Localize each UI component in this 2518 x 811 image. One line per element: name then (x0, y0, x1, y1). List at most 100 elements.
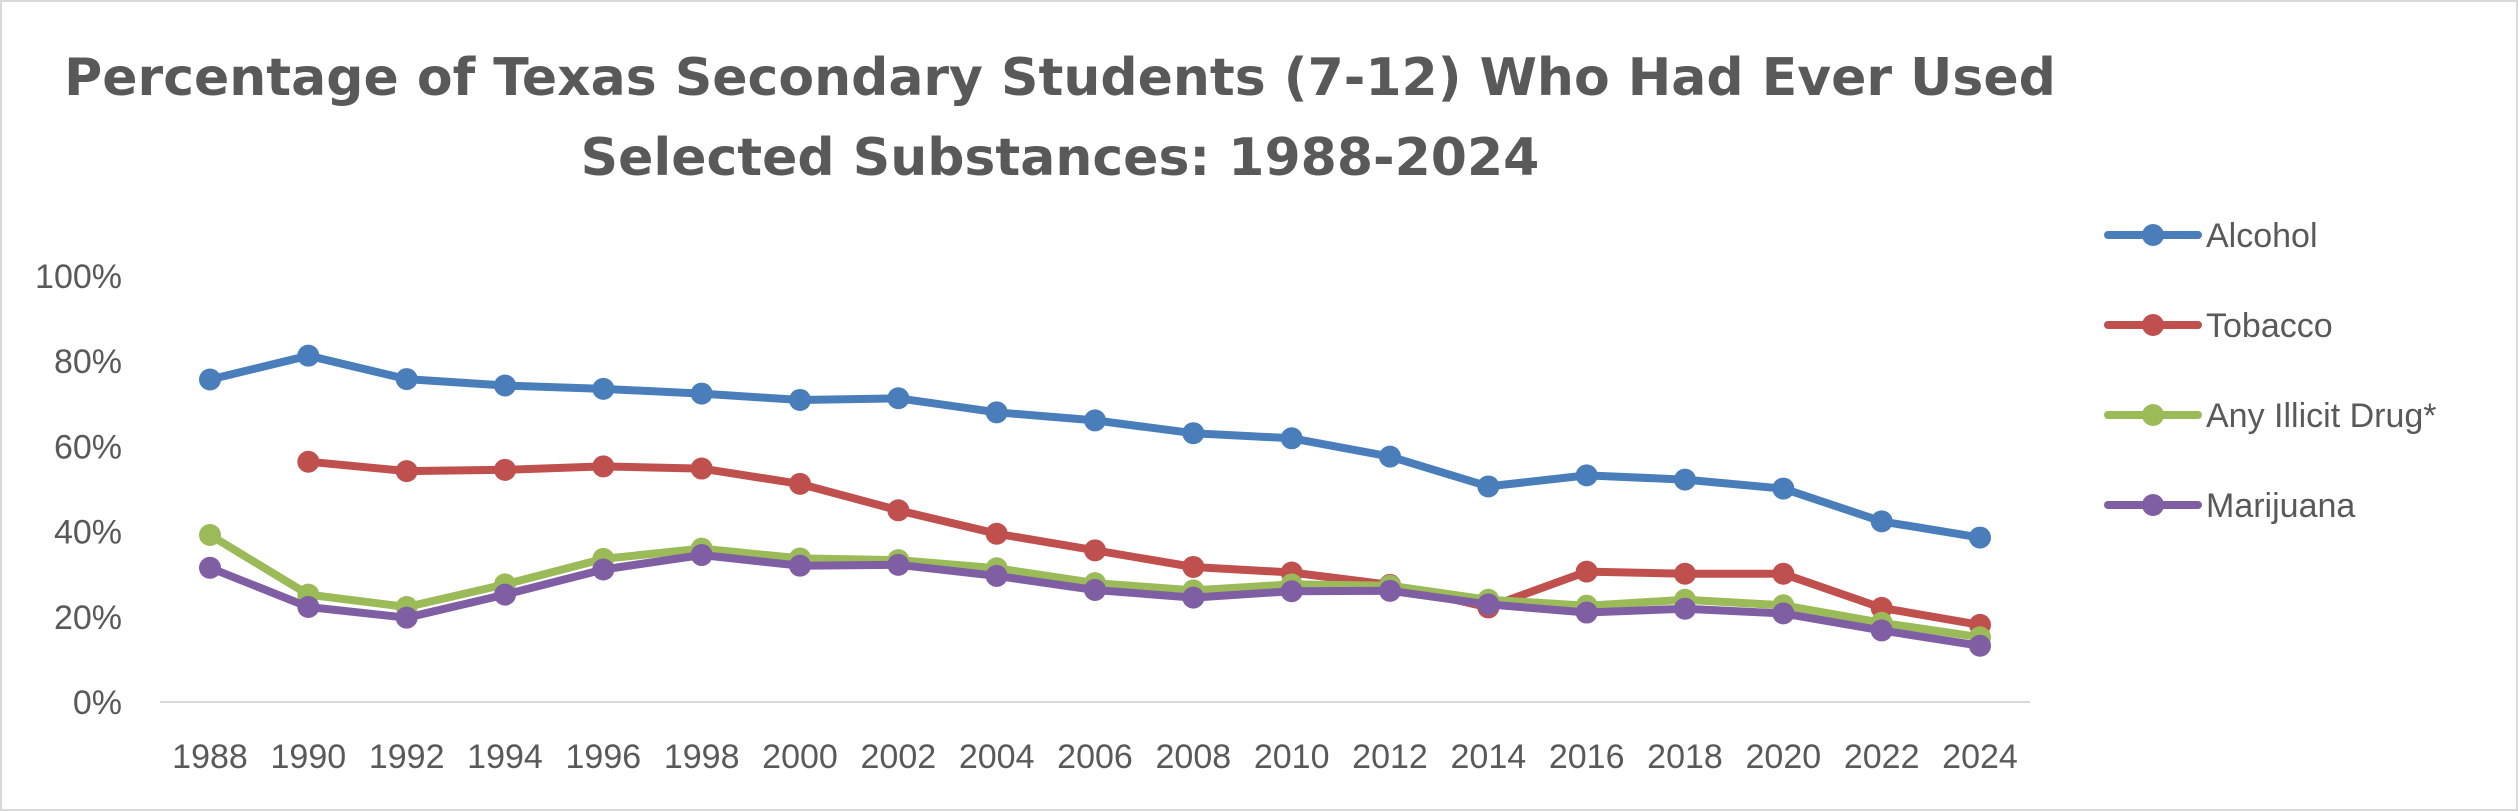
data-point (887, 499, 910, 522)
data-point (690, 382, 713, 405)
data-point (1084, 539, 1106, 562)
data-point (1379, 445, 1401, 468)
data-point (1969, 634, 1991, 657)
data-point (1674, 468, 1696, 491)
data-point (1772, 562, 1795, 585)
data-point (592, 377, 615, 400)
chart-title: Percentage of Texas Secondary Students (… (0, 38, 2120, 198)
data-point (1870, 619, 1893, 642)
chart-series (199, 344, 1991, 657)
y-tick-label: 20% (54, 599, 122, 637)
x-tick-label: 2020 (1746, 738, 1822, 776)
y-tick-label: 40% (54, 514, 122, 552)
data-point (1772, 477, 1795, 500)
data-point (1182, 555, 1205, 578)
legend-item: Tobacco (2104, 307, 2333, 345)
data-point (1674, 562, 1696, 585)
x-tick-label: 2000 (762, 738, 838, 776)
legend-label: Alcohol (2206, 217, 2318, 255)
data-point (592, 455, 615, 478)
x-tick-label: 2024 (1942, 738, 2018, 776)
legend-marker (2142, 224, 2164, 246)
data-point (985, 522, 1008, 545)
x-tick-label: 2022 (1844, 738, 1920, 776)
data-point (690, 544, 713, 567)
legend-marker (2142, 404, 2164, 426)
legend-item: Marijuana (2104, 487, 2355, 525)
series-alcohol (199, 344, 1991, 549)
data-point (395, 368, 418, 391)
data-point (887, 553, 910, 576)
legend-label: Any Illicit Drug* (2206, 397, 2437, 435)
x-tick-label: 2012 (1352, 738, 1428, 776)
series-line (206, 351, 1984, 542)
data-point (1084, 409, 1106, 432)
legend-item: Alcohol (2104, 217, 2318, 255)
x-tick-label: 2016 (1549, 738, 1625, 776)
data-point (297, 450, 320, 473)
data-point (1674, 597, 1696, 620)
data-point (789, 554, 811, 577)
x-tick-label: 1992 (369, 738, 445, 776)
data-point (1772, 602, 1795, 625)
data-point (1379, 579, 1401, 602)
data-point (395, 606, 418, 629)
y-tick-label: 60% (54, 428, 122, 466)
data-point (887, 387, 910, 410)
x-tick-label: 2006 (1057, 738, 1133, 776)
data-point (1182, 422, 1205, 445)
data-point (199, 524, 221, 547)
x-tick-label: 1988 (172, 738, 248, 776)
data-point (1477, 593, 1500, 616)
x-tick-label: 1990 (271, 738, 347, 776)
data-point (1280, 427, 1303, 450)
legend-marker (2142, 494, 2164, 516)
series-marijuana (199, 544, 1991, 657)
legend-item: Any Illicit Drug* (2104, 397, 2437, 435)
data-point (1575, 601, 1598, 624)
data-point (199, 368, 221, 391)
data-point (297, 596, 320, 619)
chart-legend: Alcohol Tobacco Any Illicit Drug* Marijuana (2104, 217, 2437, 525)
x-tick-label: 2018 (1647, 738, 1723, 776)
data-point (199, 556, 221, 579)
x-tick-label: 1996 (566, 738, 642, 776)
x-tick-label: 2008 (1156, 738, 1232, 776)
x-tick-label: 2004 (959, 738, 1035, 776)
legend-marker (2142, 314, 2164, 336)
chart-axes: 0% 20% 40% 60% 80% 100% 1988 1990 1992 1994 1996 19… (35, 258, 2030, 776)
series-line (304, 457, 1984, 629)
x-tick-label: 2014 (1451, 738, 1527, 776)
y-tick-label: 100% (35, 258, 122, 296)
legend-label: Marijuana (2206, 487, 2355, 525)
data-point (1280, 580, 1303, 603)
data-point (494, 583, 516, 606)
legend-label: Tobacco (2206, 307, 2333, 345)
x-tick-label: 1998 (664, 738, 740, 776)
data-point (395, 460, 418, 483)
series-tobacco (297, 450, 1991, 636)
data-point (789, 388, 811, 411)
data-point (1575, 464, 1598, 487)
data-point (1477, 475, 1500, 498)
x-tick-label: 2010 (1254, 738, 1330, 776)
data-point (494, 374, 516, 397)
data-point (592, 558, 615, 581)
y-tick-label: 80% (54, 343, 122, 381)
data-point (789, 472, 811, 495)
data-point (1182, 586, 1205, 609)
chart-title-line-1: Percentage of Texas Secondary Students (… (64, 48, 2056, 108)
chart-title-line-2: Selected Substances: 1988-2024 (580, 128, 1540, 188)
data-point (1575, 560, 1598, 583)
data-point (690, 457, 713, 480)
data-point (985, 564, 1008, 587)
data-point (985, 401, 1008, 424)
data-point (297, 344, 320, 367)
data-point (1084, 578, 1106, 601)
x-tick-label: 2002 (861, 738, 937, 776)
data-point (1870, 510, 1893, 533)
data-point (494, 458, 516, 481)
data-point (1969, 526, 1991, 549)
